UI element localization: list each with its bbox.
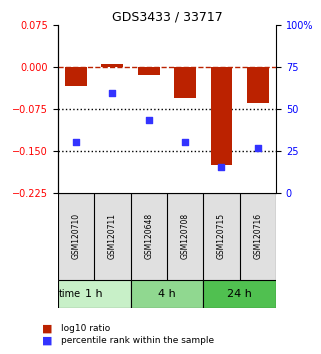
Text: percentile rank within the sample: percentile rank within the sample bbox=[61, 336, 214, 345]
Text: ■: ■ bbox=[42, 336, 52, 346]
Title: GDS3433 / 33717: GDS3433 / 33717 bbox=[111, 11, 222, 24]
Text: GSM120716: GSM120716 bbox=[253, 213, 262, 259]
Text: 4 h: 4 h bbox=[158, 289, 176, 299]
Point bbox=[74, 139, 79, 144]
Text: GSM120711: GSM120711 bbox=[108, 213, 117, 259]
Point bbox=[146, 117, 151, 123]
Bar bbox=[101, 64, 123, 67]
Text: time: time bbox=[58, 289, 81, 299]
Bar bbox=[211, 67, 232, 165]
Bar bbox=[138, 67, 160, 75]
Point bbox=[255, 145, 260, 151]
Bar bbox=[174, 67, 196, 98]
Text: GSM120715: GSM120715 bbox=[217, 213, 226, 259]
Text: GSM120708: GSM120708 bbox=[181, 213, 190, 259]
Point bbox=[219, 164, 224, 170]
FancyBboxPatch shape bbox=[58, 280, 131, 308]
FancyBboxPatch shape bbox=[131, 280, 203, 308]
Text: 1 h: 1 h bbox=[85, 289, 103, 299]
Text: GSM120648: GSM120648 bbox=[144, 213, 153, 259]
Bar bbox=[247, 67, 269, 103]
Text: log10 ratio: log10 ratio bbox=[61, 324, 110, 333]
Text: GSM120710: GSM120710 bbox=[72, 213, 81, 259]
Point bbox=[183, 139, 188, 144]
Text: 24 h: 24 h bbox=[227, 289, 252, 299]
FancyBboxPatch shape bbox=[203, 280, 276, 308]
Point bbox=[110, 90, 115, 96]
Text: ■: ■ bbox=[42, 324, 52, 333]
Bar bbox=[65, 67, 87, 86]
